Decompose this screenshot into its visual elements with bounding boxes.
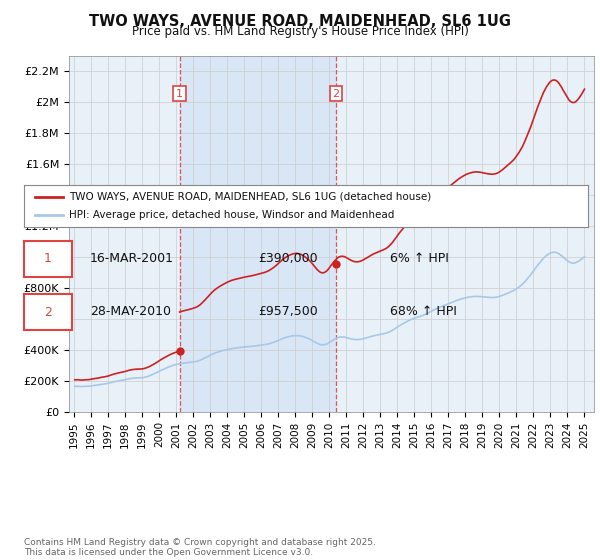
Bar (179, 56, 336, 412)
Text: 6% ↑ HPI: 6% ↑ HPI (390, 251, 449, 265)
Text: TWO WAYS, AVENUE ROAD, MAIDENHEAD, SL6 1UG: TWO WAYS, AVENUE ROAD, MAIDENHEAD, SL6 1… (89, 14, 511, 29)
Text: Price paid vs. HM Land Registry's House Price Index (HPI): Price paid vs. HM Land Registry's House … (131, 25, 469, 38)
Text: 2: 2 (44, 306, 52, 319)
Text: £390,000: £390,000 (258, 251, 317, 265)
Text: 2: 2 (332, 88, 340, 99)
Text: 16-MAR-2001: 16-MAR-2001 (90, 251, 174, 265)
Text: 1: 1 (44, 253, 52, 265)
Text: TWO WAYS, AVENUE ROAD, MAIDENHEAD, SL6 1UG (detached house): TWO WAYS, AVENUE ROAD, MAIDENHEAD, SL6 1… (69, 192, 431, 202)
Text: £957,500: £957,500 (258, 305, 318, 319)
Text: 68% ↑ HPI: 68% ↑ HPI (390, 305, 457, 319)
Text: Contains HM Land Registry data © Crown copyright and database right 2025.
This d: Contains HM Land Registry data © Crown c… (24, 538, 376, 557)
Text: 1: 1 (176, 88, 183, 99)
Text: HPI: Average price, detached house, Windsor and Maidenhead: HPI: Average price, detached house, Wind… (69, 210, 394, 220)
Text: 28-MAY-2010: 28-MAY-2010 (90, 305, 171, 319)
